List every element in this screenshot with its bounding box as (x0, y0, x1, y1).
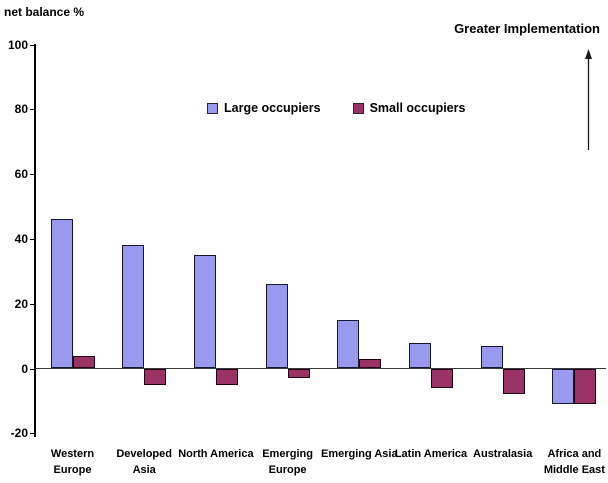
legend-entry-small-occupiers: Small occupiers (352, 101, 466, 115)
legend-label-large-occupiers: Large occupiers (224, 101, 321, 115)
x-axis-label-2: North America (178, 448, 254, 460)
y-tick-mark (30, 433, 34, 435)
y-axis-title: net balance % (4, 5, 85, 19)
greater-implementation-label: Greater Implementation (454, 21, 600, 36)
bar-large-7 (552, 368, 575, 405)
legend: Large occupiers Small occupiers (207, 101, 465, 115)
zero-baseline (35, 368, 606, 369)
bar-small-0 (72, 355, 95, 369)
y-tick-label: 100 (7, 37, 28, 52)
bar-large-5 (409, 342, 431, 369)
y-axis-line (34, 44, 36, 437)
y-tick-label: 40 (14, 231, 28, 246)
y-tick-label: 80 (14, 102, 28, 117)
up-arrow-icon (585, 49, 592, 150)
y-tick-mark (30, 44, 34, 46)
x-axis-label-1: Developed Asia (116, 448, 172, 476)
legend-swatch-large-occupiers (207, 102, 218, 114)
bar-large-0 (50, 219, 73, 369)
y-tick-label: 0 (21, 361, 28, 376)
bar-large-2 (193, 255, 216, 369)
bar-small-4 (359, 358, 382, 369)
legend-label-small-occupiers: Small occupiers (369, 101, 466, 115)
y-tick-label: 60 (14, 167, 28, 182)
bar-small-2 (215, 368, 238, 385)
bar-small-7 (574, 368, 597, 405)
y-tick-mark (30, 368, 34, 370)
legend-entry-large-occupiers: Large occupiers (207, 101, 321, 115)
bar-large-6 (480, 345, 503, 369)
bar-small-6 (502, 368, 525, 395)
bar-large-1 (122, 245, 145, 369)
x-axis-label-4: Emerging Asia (320, 448, 398, 460)
y-tick-mark (30, 238, 34, 240)
bar-small-3 (287, 368, 310, 379)
y-tick-label: -20 (10, 426, 28, 441)
bar-large-4 (337, 319, 360, 369)
y-tick-label: 20 (14, 296, 28, 311)
legend-swatch-small-occupiers (352, 102, 364, 114)
bar-small-5 (431, 368, 453, 388)
bar-large-3 (265, 284, 288, 369)
y-tick-mark (30, 109, 34, 111)
y-tick-mark (30, 303, 34, 305)
x-axis-label-0: Western Europe (50, 448, 95, 476)
x-axis-label-7: Africa and Middle East (543, 448, 605, 476)
x-axis-label-6: Australasia (473, 448, 533, 460)
x-axis-label-3: Emerging Europe (262, 448, 313, 476)
bar-small-1 (144, 368, 167, 385)
y-tick-mark (30, 174, 34, 176)
x-axis-label-5: Latin America (394, 448, 468, 460)
